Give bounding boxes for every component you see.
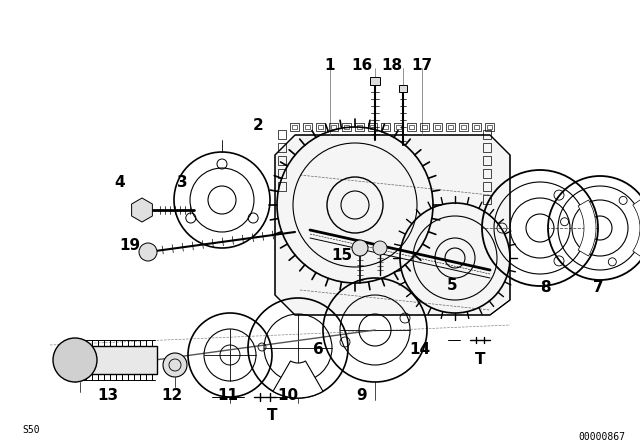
Bar (483, 130, 491, 139)
Bar (75, 346, 157, 374)
Bar (483, 195, 491, 204)
Bar (409, 125, 414, 129)
Text: 9: 9 (356, 388, 367, 403)
Bar (474, 125, 479, 129)
Text: 7: 7 (593, 280, 604, 295)
Text: 1: 1 (324, 58, 335, 73)
Bar (487, 125, 492, 129)
Text: T: T (475, 352, 485, 367)
Text: 17: 17 (412, 58, 433, 73)
Bar (305, 125, 310, 129)
Polygon shape (275, 135, 510, 315)
Bar (355, 123, 364, 131)
Bar (370, 125, 375, 129)
Bar (396, 125, 401, 129)
Bar (381, 123, 390, 131)
Bar (448, 125, 453, 129)
Bar (278, 182, 286, 191)
Bar (370, 77, 380, 85)
Text: 11: 11 (218, 388, 239, 403)
Bar (420, 123, 429, 131)
Bar (278, 156, 286, 165)
Bar (318, 125, 323, 129)
Bar (344, 125, 349, 129)
Text: 8: 8 (540, 280, 550, 295)
Text: 15: 15 (332, 248, 353, 263)
Bar (461, 125, 466, 129)
Bar (316, 123, 325, 131)
Wedge shape (578, 200, 596, 256)
Text: 2: 2 (253, 118, 264, 133)
Text: S50: S50 (22, 425, 40, 435)
Bar (357, 125, 362, 129)
Text: 18: 18 (381, 58, 403, 73)
Text: T: T (267, 408, 277, 423)
Text: 4: 4 (115, 175, 125, 190)
Bar (292, 125, 297, 129)
Text: 13: 13 (97, 388, 118, 403)
Circle shape (352, 240, 368, 256)
Bar (394, 123, 403, 131)
Bar (483, 156, 491, 165)
Wedge shape (273, 361, 323, 398)
Text: 6: 6 (312, 342, 323, 357)
Circle shape (163, 353, 187, 377)
Text: 19: 19 (120, 238, 141, 253)
Bar (342, 123, 351, 131)
Bar (459, 123, 468, 131)
Bar (485, 123, 494, 131)
Bar (472, 123, 481, 131)
Bar (483, 169, 491, 178)
Bar (368, 123, 377, 131)
Text: 3: 3 (177, 175, 188, 190)
Circle shape (53, 338, 97, 382)
Text: 12: 12 (161, 388, 182, 403)
Bar (331, 125, 336, 129)
Bar (290, 123, 299, 131)
Bar (278, 169, 286, 178)
Bar (483, 143, 491, 152)
Bar (278, 130, 286, 139)
Bar (433, 123, 442, 131)
Bar (435, 125, 440, 129)
Text: 5: 5 (447, 278, 458, 293)
Bar (278, 143, 286, 152)
Text: 14: 14 (410, 342, 431, 357)
Wedge shape (633, 199, 640, 257)
Bar (446, 123, 455, 131)
Bar (407, 123, 416, 131)
Circle shape (373, 241, 387, 255)
Bar (303, 123, 312, 131)
Bar (329, 123, 338, 131)
Text: 16: 16 (351, 58, 372, 73)
Text: 10: 10 (277, 388, 299, 403)
Polygon shape (132, 198, 152, 222)
Bar (383, 125, 388, 129)
Bar (422, 125, 427, 129)
Circle shape (139, 243, 157, 261)
Text: 00000867: 00000867 (578, 432, 625, 442)
Bar (483, 182, 491, 191)
Bar (399, 85, 407, 92)
